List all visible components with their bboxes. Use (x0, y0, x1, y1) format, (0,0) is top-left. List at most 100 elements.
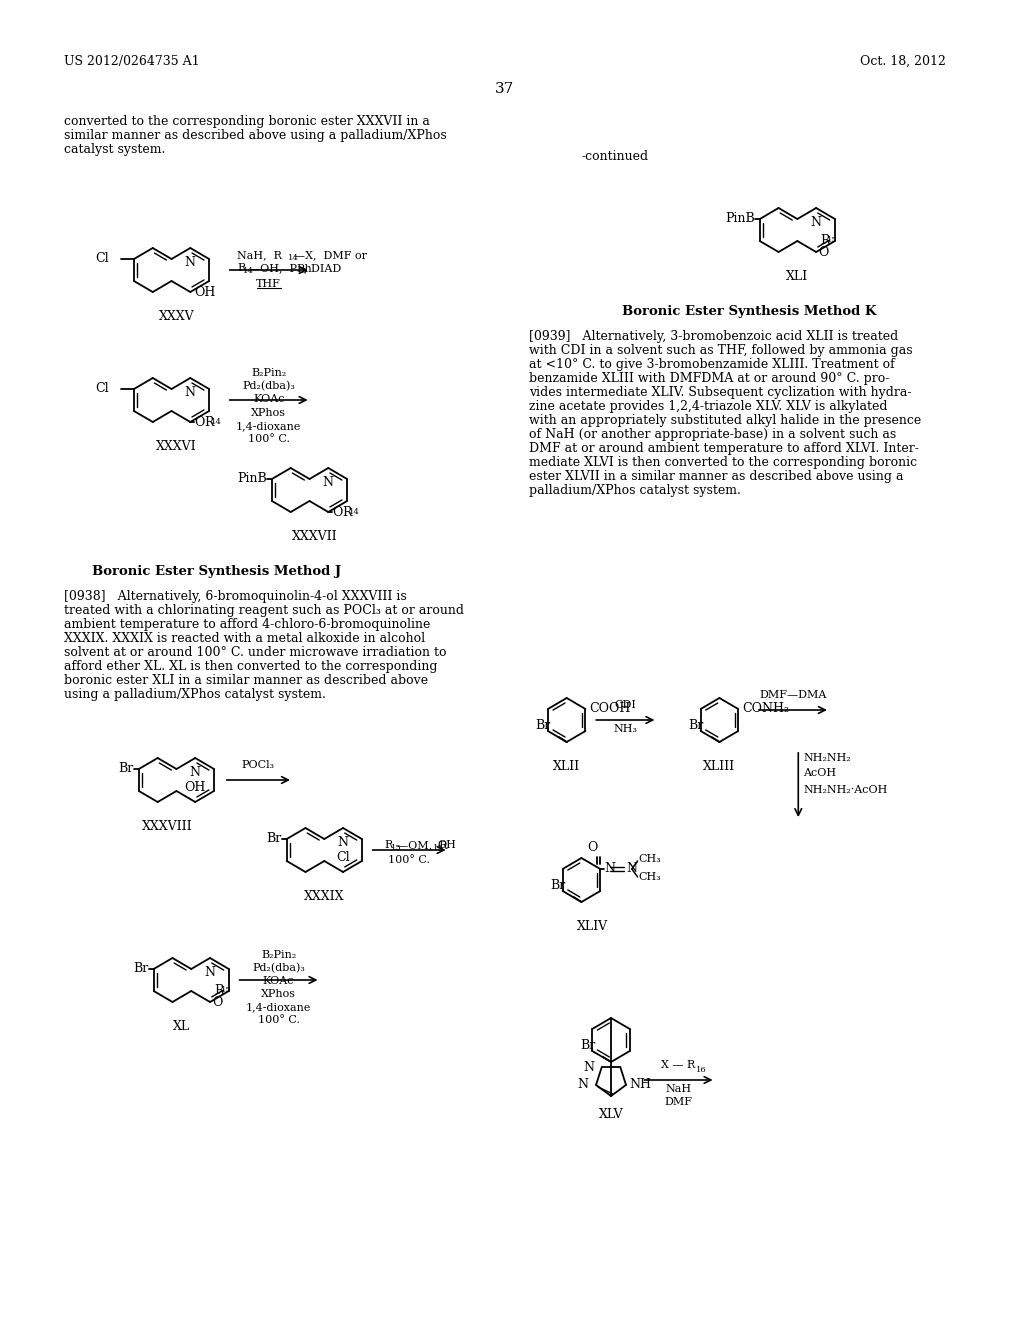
Text: XLIII: XLIII (703, 760, 735, 774)
Text: 15: 15 (433, 843, 443, 851)
Text: AcOH: AcOH (803, 768, 837, 777)
Text: using a palladium/XPhos catalyst system.: using a palladium/XPhos catalyst system. (65, 688, 326, 701)
Text: [0938]   Alternatively, 6-bromoquinolin-4-ol XXXVIII is: [0938] Alternatively, 6-bromoquinolin-4-… (65, 590, 407, 603)
Text: Cl: Cl (95, 383, 110, 396)
Text: R: R (238, 263, 246, 273)
Text: R: R (384, 840, 393, 850)
Text: N: N (626, 862, 637, 875)
Text: —X,  DMF or: —X, DMF or (294, 249, 368, 260)
Text: POCl₃: POCl₃ (242, 760, 274, 770)
Text: , DIAD: , DIAD (304, 263, 341, 273)
Text: CDI: CDI (614, 700, 636, 710)
Text: XXXVIII: XXXVIII (141, 820, 193, 833)
Text: 16: 16 (696, 1067, 707, 1074)
Text: 14: 14 (349, 508, 359, 516)
Text: CH₃: CH₃ (639, 873, 662, 882)
Text: CONH₂: CONH₂ (742, 702, 790, 715)
Text: N: N (338, 836, 348, 849)
Text: 100° C.: 100° C. (388, 855, 430, 865)
Text: XXXVII: XXXVII (292, 531, 337, 543)
Text: solvent at or around 100° C. under microwave irradiation to: solvent at or around 100° C. under micro… (65, 645, 446, 659)
Text: 15: 15 (827, 236, 838, 244)
Text: Br: Br (688, 719, 703, 733)
Text: Br: Br (580, 1039, 595, 1052)
Text: N: N (184, 256, 196, 269)
Text: 15: 15 (221, 986, 231, 994)
Text: R: R (820, 234, 829, 247)
Text: XXXVI: XXXVI (156, 440, 197, 453)
Text: XXXV: XXXV (159, 310, 195, 323)
Text: XLIV: XLIV (577, 920, 608, 933)
Text: Cl: Cl (336, 851, 350, 865)
Text: treated with a chlorinating reagent such as POCl₃ at or around: treated with a chlorinating reagent such… (65, 605, 464, 616)
Text: [0939]   Alternatively, 3-bromobenzoic acid XLII is treated: [0939] Alternatively, 3-bromobenzoic aci… (529, 330, 898, 343)
Text: with an appropriately substituted alkyl halide in the presence: with an appropriately substituted alkyl … (529, 414, 922, 426)
Text: XXXIX. XXXIX is reacted with a metal alkoxide in alcohol: XXXIX. XXXIX is reacted with a metal alk… (65, 632, 425, 645)
Text: N: N (189, 766, 201, 779)
Text: DMF: DMF (665, 1097, 692, 1107)
Text: N: N (205, 966, 215, 979)
Text: Br: Br (536, 719, 551, 733)
Text: KOAc: KOAc (263, 975, 294, 986)
Text: catalyst system.: catalyst system. (65, 143, 166, 156)
Text: DMF at or around ambient temperature to afford XLVI. Inter-: DMF at or around ambient temperature to … (529, 442, 920, 455)
Text: R: R (204, 416, 214, 429)
Text: N: N (811, 216, 821, 228)
Text: with CDI in a solvent such as THF, followed by ammonia gas: with CDI in a solvent such as THF, follo… (529, 345, 912, 356)
Text: of NaH (or another appropriate-base) in a solvent such as: of NaH (or another appropriate-base) in … (529, 428, 896, 441)
Text: Br: Br (133, 962, 148, 975)
Text: Pd₂(dba)₃: Pd₂(dba)₃ (252, 964, 305, 973)
Text: R: R (214, 983, 223, 997)
Text: CH₃: CH₃ (639, 854, 662, 865)
Text: COOH: COOH (590, 702, 631, 715)
Text: benzamide XLIII with DMFDMA at or around 90° C. pro-: benzamide XLIII with DMFDMA at or around… (529, 372, 890, 385)
Text: XPhos: XPhos (251, 408, 287, 418)
Text: Oct. 18, 2012: Oct. 18, 2012 (860, 55, 946, 69)
Text: XL: XL (173, 1020, 190, 1034)
Text: converted to the corresponding boronic ester XXXVII in a: converted to the corresponding boronic e… (65, 115, 430, 128)
Text: B₂Pin₂: B₂Pin₂ (261, 950, 296, 960)
Text: 14: 14 (243, 267, 254, 275)
Text: similar manner as described above using a palladium/XPhos: similar manner as described above using … (65, 129, 446, 143)
Text: 1,4-dioxane: 1,4-dioxane (246, 1002, 311, 1012)
Text: 100° C.: 100° C. (248, 434, 290, 444)
Text: ambient temperature to afford 4-chloro-6-bromoquinoline: ambient temperature to afford 4-chloro-6… (65, 618, 430, 631)
Text: DMF—DMA: DMF—DMA (759, 690, 826, 700)
Text: NaH,  R: NaH, R (238, 249, 282, 260)
Text: N: N (184, 385, 196, 399)
Text: NH₂NH₂: NH₂NH₂ (803, 752, 851, 763)
Text: boronic ester XLI in a similar manner as described above: boronic ester XLI in a similar manner as… (65, 675, 428, 686)
Text: O: O (818, 247, 828, 260)
Text: 14: 14 (289, 253, 299, 261)
Text: N: N (323, 477, 334, 488)
Text: O: O (587, 841, 598, 854)
Text: XPhos: XPhos (261, 989, 296, 999)
Text: Cl: Cl (95, 252, 110, 265)
Text: N: N (578, 1078, 588, 1092)
Text: afford ether XL. XL is then converted to the corresponding: afford ether XL. XL is then converted to… (65, 660, 437, 673)
Text: OH: OH (195, 285, 216, 298)
Text: N: N (604, 862, 615, 875)
Text: THF: THF (256, 279, 282, 289)
Text: 3: 3 (300, 267, 305, 275)
Text: -continued: -continued (582, 150, 648, 162)
Text: XLII: XLII (553, 760, 581, 774)
Text: —OH,  PPh: —OH, PPh (249, 263, 311, 273)
Text: PinB: PinB (725, 213, 755, 226)
Text: 15: 15 (391, 843, 402, 851)
Text: at <10° C. to give 3-bromobenzamide XLIII. Treatment of: at <10° C. to give 3-bromobenzamide XLII… (529, 358, 895, 371)
Text: mediate XLVI is then converted to the corresponding boronic: mediate XLVI is then converted to the co… (529, 455, 918, 469)
Text: OH: OH (184, 781, 206, 795)
Text: O: O (212, 997, 222, 1010)
Text: NH₃: NH₃ (613, 723, 637, 734)
Text: NH: NH (629, 1078, 651, 1092)
Text: OH: OH (437, 840, 457, 850)
Text: Pd₂(dba)₃: Pd₂(dba)₃ (243, 381, 295, 391)
Text: zine acetate provides 1,2,4-triazole XLV. XLV is alkylated: zine acetate provides 1,2,4-triazole XLV… (529, 400, 888, 413)
Text: X — R: X — R (662, 1060, 695, 1071)
Text: Br: Br (119, 763, 134, 776)
Text: Br: Br (266, 833, 282, 846)
Text: Boronic Ester Synthesis Method J: Boronic Ester Synthesis Method J (92, 565, 341, 578)
Text: R: R (342, 506, 351, 519)
Text: O: O (332, 506, 343, 519)
